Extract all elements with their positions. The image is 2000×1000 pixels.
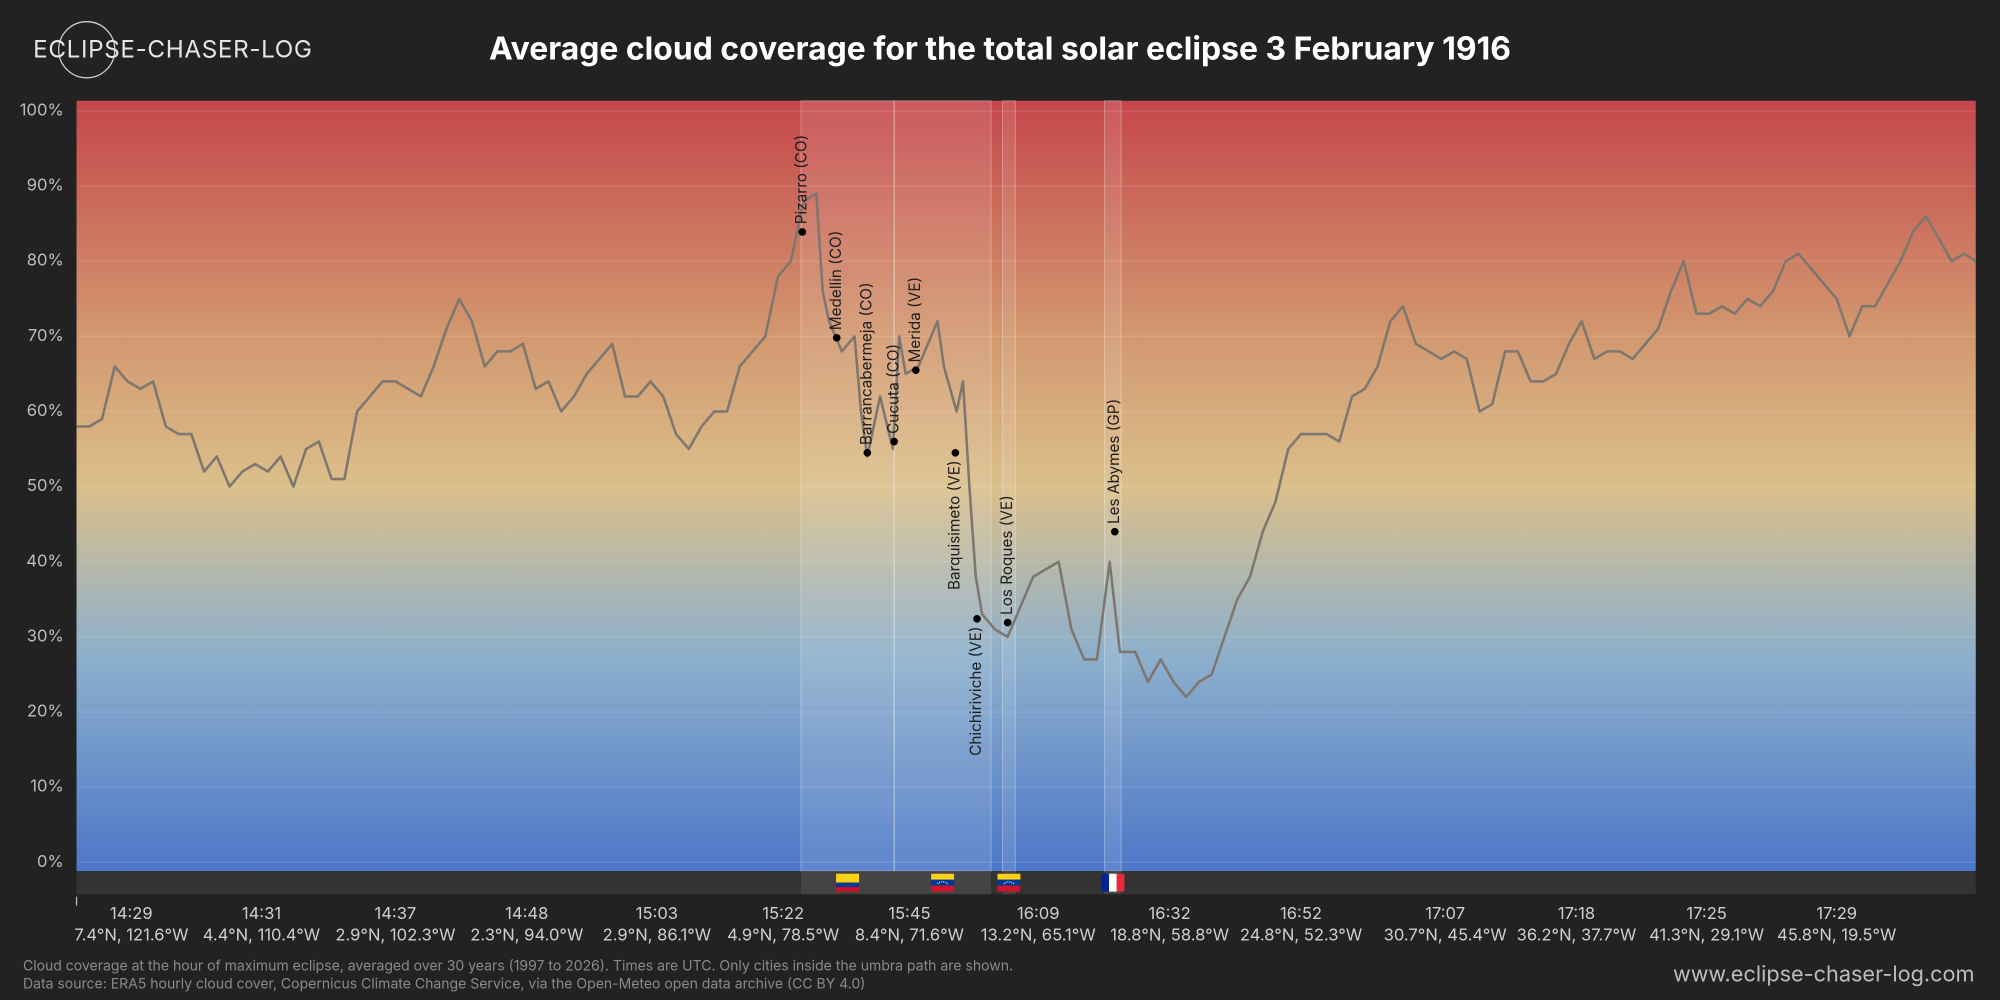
city-point [973,615,981,623]
x-tick-label: 15:03 [636,903,678,923]
city-point [890,437,898,446]
city-point [911,366,920,374]
y-tick-label: 100% [20,100,64,120]
city-label: Pizarro (CO) [791,135,810,225]
y-tick-label: 90% [27,175,64,195]
x-tick-label: 17:29 [1816,903,1857,923]
website: www.eclipse-chaser-log.com [1673,962,1975,988]
city-label: Chichiriviche (VE) [966,626,985,755]
x-tick-coordinates: 2.9°N, 102.3°W [335,925,455,945]
city-point [951,448,960,457]
x-tick-coordinates: 7.4°N, 121.6°W [74,925,188,945]
x-tick-coordinates: 4.4°N, 110.4°W [203,925,320,945]
x-tick-label: 16:09 [1017,903,1060,923]
flag-stripe [931,873,955,880]
x-tick-label: 14:31 [242,903,281,923]
y-tick-label: 40% [26,550,63,570]
x-tick-coordinates: 41.3°N, 29.1°W [1649,925,1764,945]
flag-stripe [997,873,1021,880]
x-tick-coordinates: 45.8°N, 19.5°W [1777,925,1896,945]
x-tick-label: 15:22 [762,903,804,923]
x-tick-coordinates: 18.8°N, 58.8°W [1110,925,1229,945]
city-label: Barquisimeto (VE) [945,460,964,590]
flag [836,873,860,892]
flag-stripe [931,885,955,892]
y-tick-label: 50% [27,475,64,495]
flag-stripe [836,887,860,892]
city-point [832,334,841,342]
flag [1101,873,1125,892]
flag [931,873,955,892]
x-tick-label: 16:32 [1149,903,1191,923]
city-label: Merida (VE) [905,277,924,363]
x-tick-label: 17:25 [1686,903,1727,923]
logo-ring [58,21,116,79]
flag-stripe [836,882,860,888]
flag-stripe [836,873,860,883]
flag-stars [937,881,949,885]
x-tick-coordinates: 2.3°N, 94.0°W [470,925,583,945]
x-tick-coordinates: 2.9°N, 86.1°W [603,925,712,945]
flag-strip [76,871,1976,895]
brand: ECLIPSE-CHASER-LOG [33,35,312,64]
city-point [863,448,872,457]
x-tick-coordinates: 13.2°N, 65.1°W [981,925,1096,945]
city-label: Los Roques (VE) [997,495,1016,615]
flag [997,873,1021,892]
plot-area [76,100,1976,872]
y-tick-label: 0% [37,851,64,871]
x-tick-coordinates: 36.2°N, 37.7°W [1517,925,1637,945]
x-tick-coordinates: 24.8°N, 52.3°W [1240,925,1362,945]
y-tick-label: 30% [27,625,64,645]
city-label: Medellin (CO) [826,231,845,331]
x-tick-label: 14:29 [110,903,153,923]
flag-stripe [997,885,1021,892]
flag-stripe [1116,873,1125,892]
country-band [893,100,992,872]
city-label: Les Abymes (GP) [1104,399,1123,524]
city-label: Cucuta (CO) [883,344,902,434]
y-tick-label: 70% [28,325,64,345]
flag-stripe [997,879,1021,886]
city-label: Barrancabermeja (CO) [857,282,876,445]
x-tick-label: 17:18 [1558,903,1595,923]
footnote: Cloud coverage at the hour of maximum ec… [23,958,1013,975]
flag-stripe [931,879,955,886]
y-tick-label: 10% [30,776,63,796]
x-tick-label: 16:52 [1280,903,1322,923]
y-tick-label: 20% [27,701,64,721]
x-tick-label: 15:45 [888,903,930,923]
x-tick-coordinates: 8.4°N, 71.6°W [855,925,964,945]
country-band [1002,100,1016,872]
city-point [1003,618,1012,627]
chart-title: Average cloud coverage for the total sol… [489,29,1511,68]
flag-stars [1003,881,1015,885]
flag-stripe [1101,873,1110,892]
city-point [798,228,807,236]
x-tick-label: 17:07 [1425,903,1465,923]
city-point [1110,527,1119,536]
x-tick-label: 14:37 [374,903,416,923]
line [76,192,1977,699]
x-tick-coordinates: 30.7°N, 45.4°W [1384,925,1507,945]
footnote: Data source: ERA5 hourly cloud cover, Co… [23,976,865,993]
flag-stripe [1109,873,1117,892]
x-tick-label: 14:48 [505,903,548,923]
y-tick-label: 60% [27,400,64,420]
x-tick-coordinates: 4.9°N, 78.5°W [727,925,839,945]
country-band [800,100,895,872]
y-tick-label: 80% [27,250,64,270]
